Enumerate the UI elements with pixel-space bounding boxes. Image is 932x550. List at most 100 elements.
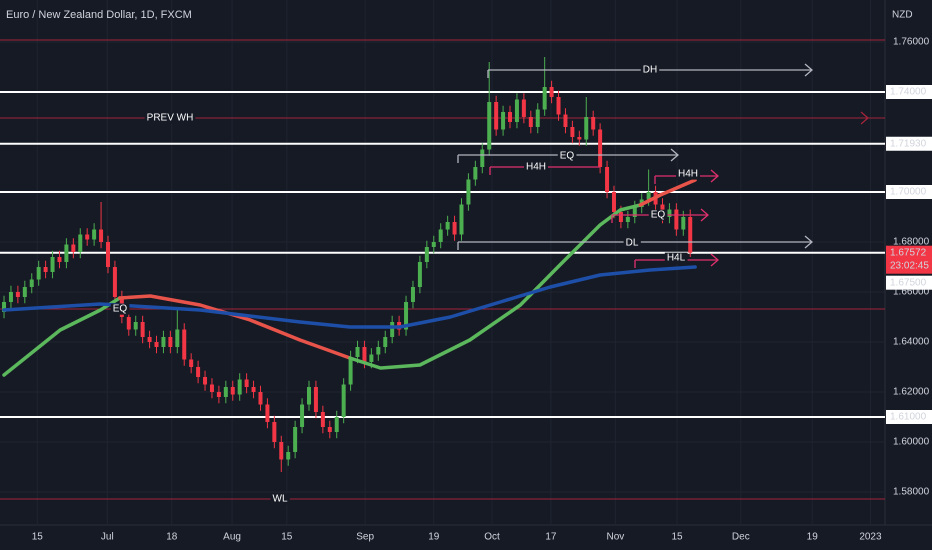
annotation-label: EQ (651, 210, 666, 221)
candle-body (230, 387, 235, 395)
candle-body (424, 247, 429, 262)
annotation-label: EQ (560, 151, 575, 162)
annotation-label: WL (273, 494, 288, 505)
annotation-arrowhead (710, 253, 719, 267)
candle-body (182, 329, 187, 360)
price-box (886, 245, 932, 274)
x-tick-label: 2023 (859, 532, 882, 543)
candle-body (99, 229, 104, 242)
y-tick-label: 1.58000 (893, 487, 930, 498)
x-tick-label: 15 (671, 532, 683, 543)
annotation-label: DH (643, 65, 657, 76)
candle-body (196, 367, 201, 377)
candle-body (584, 117, 589, 140)
candle-body (528, 117, 533, 127)
candle-body (570, 127, 575, 137)
levels (0, 39, 885, 500)
annotation-arrowhead (670, 148, 679, 162)
candle-body (383, 337, 388, 347)
candle-body (237, 379, 242, 395)
candle-body (209, 384, 214, 392)
x-tick-label: 19 (807, 532, 819, 543)
candle-body (376, 347, 381, 355)
y-tick-label: 1.60000 (893, 437, 930, 448)
candle-body (618, 212, 623, 222)
annotation-label: H4L (667, 253, 686, 264)
candle-body (334, 417, 339, 432)
x-tick-label: Sep (356, 532, 374, 543)
price-box (886, 410, 932, 424)
candle-body (355, 347, 360, 357)
candle-body (625, 217, 630, 222)
price-box-label: 1.70000 (890, 187, 927, 198)
price-box-label: 1.61000 (890, 412, 927, 423)
candle-body (327, 427, 332, 432)
candle-body (168, 337, 173, 347)
y-tick-label: 1.62000 (893, 387, 930, 398)
candle-body (514, 99, 519, 122)
x-tick-label: 15 (281, 532, 293, 543)
candle-body (494, 102, 499, 130)
candle-body (466, 179, 471, 205)
annotation-arrowhead (804, 63, 813, 77)
candle-body (244, 379, 249, 387)
candle-body (216, 392, 221, 397)
candle-body (348, 357, 353, 385)
y-tick-label: 1.68000 (893, 237, 930, 248)
candle-body (57, 257, 62, 262)
candle-body (71, 244, 76, 252)
candle-body (674, 209, 679, 230)
annotation-background (144, 112, 196, 124)
currency-label: NZD (892, 10, 913, 21)
candle-body (681, 217, 686, 230)
x-tick-label: 17 (545, 532, 557, 543)
annotation-arrowhead (700, 208, 709, 222)
candle-body (404, 302, 409, 330)
annotation-background (270, 493, 290, 505)
candle-body (452, 222, 457, 235)
annotation-label: H4H (526, 162, 546, 173)
annotation-background (675, 168, 701, 180)
annotation-background (640, 64, 660, 76)
candle-body (667, 209, 672, 217)
candle-body (549, 87, 554, 97)
countdown: 23:02:45 (890, 260, 929, 271)
candle-body (410, 287, 415, 302)
axes: 15 Jul 18 Aug 15 Sep 19 Oct 17 Nov 15 Dec 19 2023 1.76… (32, 37, 932, 543)
candle-body (2, 302, 7, 312)
candle-body (473, 167, 478, 180)
candle-body (563, 114, 568, 127)
candle-body (147, 337, 152, 342)
candle-body (646, 192, 651, 200)
x-tick-label: Oct (484, 532, 500, 543)
candle-body (251, 387, 256, 392)
candle-body (161, 337, 166, 347)
annotation-background (110, 303, 130, 315)
annotation-label: PREV WH (147, 113, 194, 124)
candle-body (279, 442, 284, 460)
candle-body (542, 87, 547, 110)
moving-average (638, 178, 697, 207)
candle-body (300, 404, 305, 427)
x-tick-label: 18 (166, 532, 178, 543)
candle-body (286, 452, 291, 460)
candle-body (438, 229, 443, 242)
candle-body (22, 287, 27, 297)
annotation-label: EQ (113, 304, 128, 315)
candle-body (175, 329, 180, 347)
candle-body (556, 97, 561, 115)
candle-body (459, 204, 464, 235)
annotation-arrowhead (804, 235, 813, 249)
candle-body (258, 392, 263, 405)
candle-body (611, 192, 616, 212)
candle-body (535, 109, 540, 127)
candle-body (369, 354, 374, 362)
candle-body (320, 412, 325, 427)
candle-body (272, 422, 277, 442)
price-box-label: 1.67572 (890, 247, 927, 258)
candle-body (417, 262, 422, 287)
y-tick-label: 1.64000 (893, 337, 930, 348)
candle-body (105, 242, 110, 267)
